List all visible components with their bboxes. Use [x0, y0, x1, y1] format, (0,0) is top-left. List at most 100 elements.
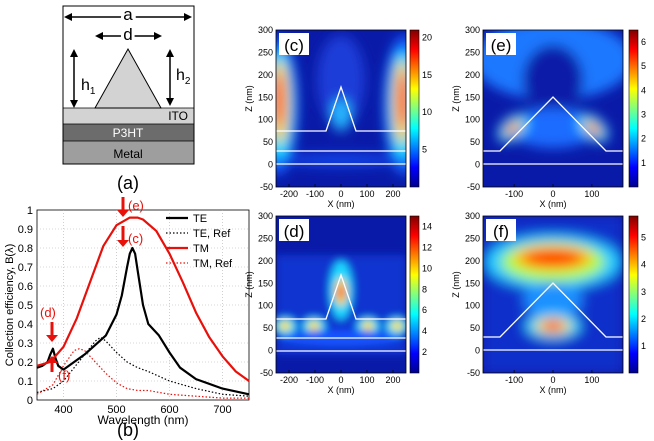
panel-d-label: (d): [284, 222, 305, 241]
legend-tm: TM: [193, 243, 209, 255]
x-tick-label: 500: [107, 404, 125, 416]
y-tick-label: 300: [465, 211, 480, 221]
y-tick-label: 300: [258, 25, 273, 35]
colorbar-tick-label: 10: [422, 263, 432, 273]
y-tick-label: -50: [260, 182, 273, 192]
schematic-frame: [62, 5, 195, 165]
y-tick-label: 100: [258, 115, 273, 125]
colorbar-tick-label: 10: [422, 107, 432, 117]
y-tick-label: 0.8: [18, 243, 33, 255]
colorbar-f: [628, 215, 639, 374]
nanostructure-cone: [94, 47, 162, 109]
colorbar-tick-label: 2: [641, 134, 646, 144]
x-tick-label: 0: [338, 189, 343, 199]
y-tick-label: -50: [260, 368, 273, 378]
y-tick-label: 200: [465, 70, 480, 80]
y-tick-label: -50: [467, 368, 480, 378]
metal-layer: [63, 141, 194, 164]
structure-outline-d: [276, 272, 406, 320]
colorbar-tick-label: 1: [641, 341, 646, 351]
y-tick-label: 300: [258, 211, 273, 221]
layer-label-p3ht: P3HT: [113, 126, 144, 140]
x-tick-label: 700: [213, 404, 231, 416]
panel-e-label: (e): [491, 36, 512, 55]
y-tick-label: 150: [465, 278, 480, 288]
y-tick-label: 0.4: [18, 319, 33, 331]
y-tick-label: 50: [470, 323, 480, 333]
ito-layer: [63, 108, 194, 124]
y-tick-label: 0: [27, 395, 33, 407]
x-tick-label: 100: [584, 189, 599, 199]
colorbar-tick-label: 2: [422, 347, 427, 357]
x-tick-label: -100: [505, 375, 523, 385]
x-tick-label: 100: [584, 375, 599, 385]
y-tick-label: 0.2: [18, 357, 33, 369]
x-tick-label: 0: [550, 189, 555, 199]
y-tick-label: 0.5: [18, 300, 33, 312]
x-tick-label: -100: [505, 189, 523, 199]
colorbar-tick-label: 14: [422, 221, 432, 231]
y-tick-label: 0.1: [18, 376, 33, 388]
y-tick-label: 200: [258, 256, 273, 266]
x-tick-label: 0: [550, 375, 555, 385]
y-tick-label: 250: [258, 233, 273, 243]
y-tick-label: 0.9: [18, 224, 33, 236]
colorbar-tick-label: 3: [641, 287, 646, 297]
colorbar-tick-label: 4: [641, 85, 646, 95]
marker-d: (d): [40, 305, 56, 320]
y-tick-label: 200: [465, 256, 480, 266]
x-tick-label: 0: [338, 375, 343, 385]
colorbar-tick-label: 5: [422, 145, 427, 155]
y-tick-label: 100: [258, 301, 273, 311]
y-tick-label: 100: [465, 301, 480, 311]
y-tick-label: 0: [268, 160, 273, 170]
colorbar-c: [409, 29, 420, 188]
colorbar-tick-label: 1: [641, 158, 646, 168]
colorbar-tick-label: 20: [422, 32, 432, 42]
field-map-e: (e): [482, 29, 639, 188]
colorbar-tick-label: 12: [422, 242, 432, 252]
series-te: [36, 246, 250, 396]
colorbar-tick-label: 4: [422, 326, 427, 336]
series-tm-ref: [36, 348, 249, 399]
x-tick-label: 100: [359, 375, 374, 385]
p3ht-layer: [63, 124, 194, 141]
structure-outline-c: [276, 84, 406, 132]
legend-te-ref: TE, Ref: [193, 228, 231, 240]
field-map-f: (f): [482, 215, 639, 374]
structure-outline-f: [483, 282, 623, 338]
x-tick-label: 200: [385, 189, 400, 199]
x-tick-label: 400: [54, 404, 72, 416]
dimension-a-label: a: [123, 5, 133, 24]
y-tick-label: 0: [475, 160, 480, 170]
y-tick-label: 0.3: [18, 338, 33, 350]
y-tick-label: 0.6: [18, 281, 33, 293]
colorbar-tick-label: 6: [422, 305, 427, 315]
x-tick-label: 100: [359, 189, 374, 199]
series-tm: [36, 216, 250, 382]
y-tick-label: 1: [27, 205, 33, 217]
colorbar-tick-label: 4: [641, 260, 646, 270]
heatmap-xlabel: X (nm): [540, 385, 567, 395]
y-tick-label: 100: [465, 115, 480, 125]
y-tick-label: 50: [470, 137, 480, 147]
colorbar-tick-label: 3: [641, 110, 646, 120]
marker-e: (e): [128, 198, 144, 213]
layer-label-ito: ITO: [168, 109, 188, 123]
panel-f-label: (f): [493, 222, 509, 241]
colorbar-e: [628, 29, 639, 188]
x-tick-label: -200: [280, 375, 298, 385]
y-tick-label: 250: [465, 233, 480, 243]
y-tick-label: 150: [465, 92, 480, 102]
marker-f: (f): [58, 368, 70, 383]
y-tick-label: 150: [258, 278, 273, 288]
chart-b-ylabel: Collection efficiency, B(λ): [4, 244, 16, 366]
heatmap-ylabel: Z (nm): [244, 85, 254, 112]
dimension-h1-label: h1: [81, 77, 96, 97]
colorbar-tick-label: 5: [641, 233, 646, 243]
y-tick-label: 250: [258, 47, 273, 57]
colorbar-tick-label: 6: [641, 37, 646, 47]
heatmap-xlabel: X (nm): [540, 199, 567, 209]
structure-outline-e: [483, 96, 623, 152]
